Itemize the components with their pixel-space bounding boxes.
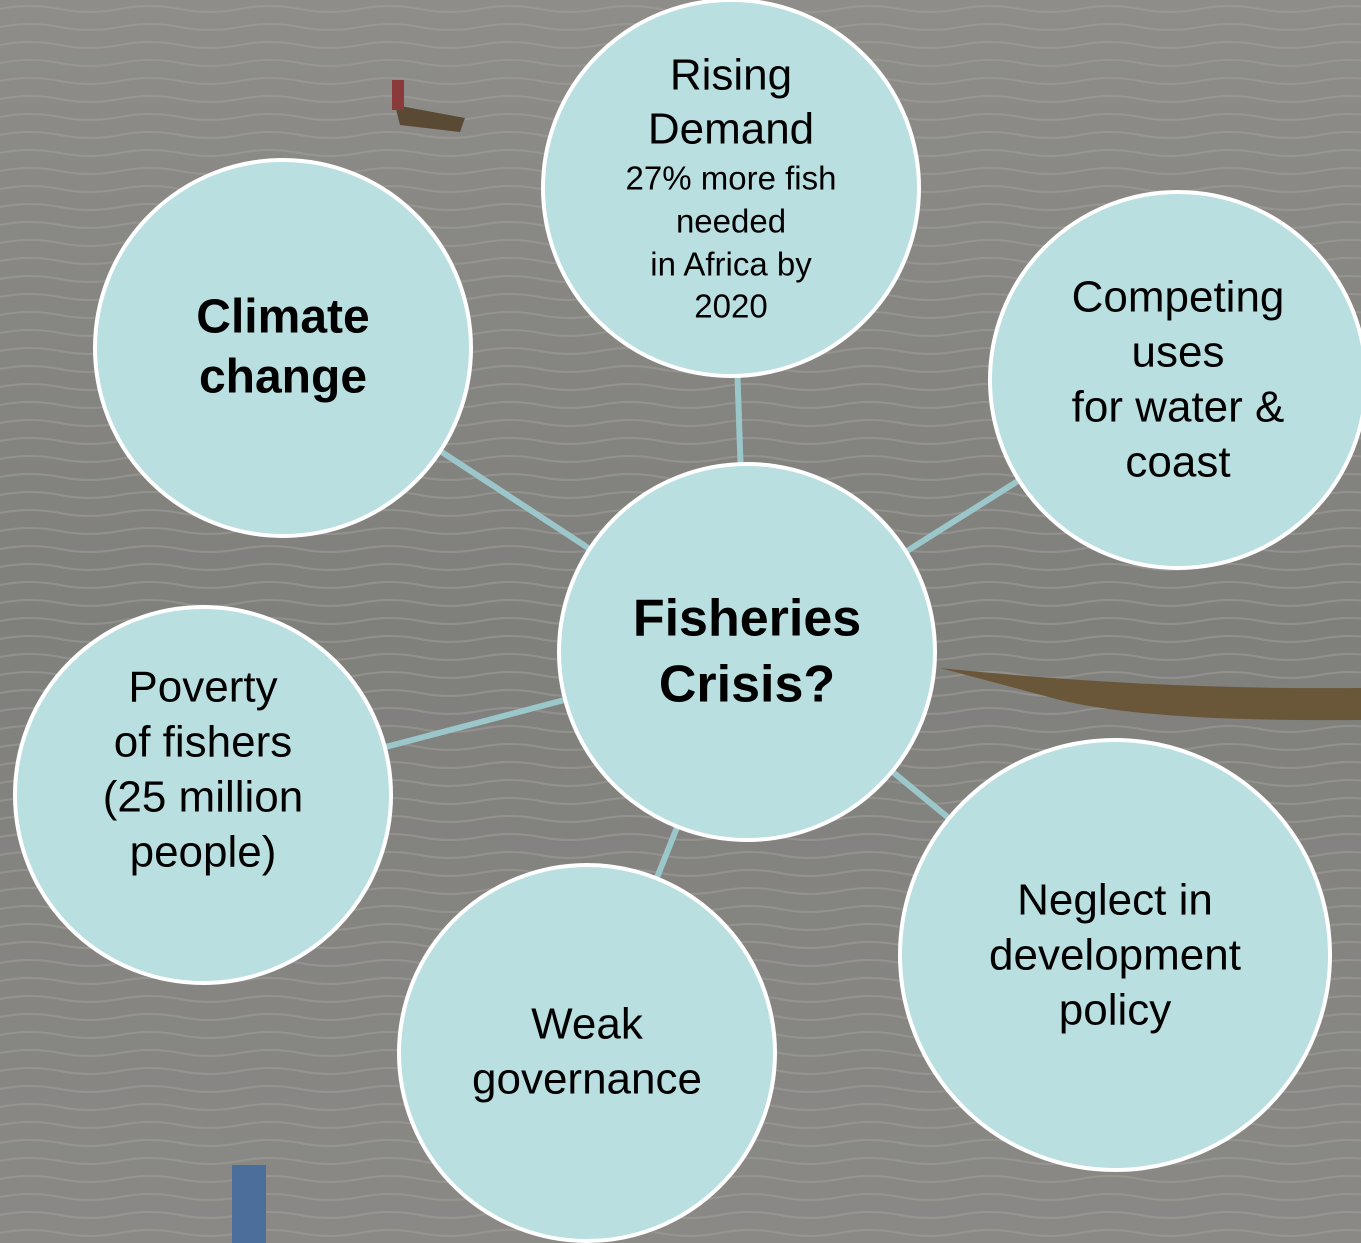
outer-node: Neglect in development policy (900, 740, 1330, 1170)
node-label: development (989, 931, 1241, 980)
node-label: Demand (648, 105, 814, 154)
center-node: Fisheries Crisis? (559, 464, 935, 840)
outer-node: Rising Demand 27% more fish needed in Africa… (543, 0, 919, 376)
node-label: Competing (1072, 273, 1285, 322)
node-label: Neglect in (1017, 876, 1213, 925)
node-label: Fisheries (633, 590, 861, 648)
circle (990, 192, 1361, 568)
node-label: change (199, 351, 367, 404)
node-label: Weak (531, 1000, 644, 1049)
circle (559, 464, 935, 840)
node-label: governance (472, 1055, 702, 1104)
node-label: Poverty (128, 663, 277, 712)
diagram: Rising Demand 27% more fish needed in Africa… (0, 0, 1361, 1243)
node-label: Climate (196, 291, 369, 344)
node-label: uses (1132, 328, 1225, 377)
node-label: of fishers (114, 718, 293, 767)
node-detail: in Africa by (650, 246, 812, 283)
node-label: Rising (670, 51, 792, 100)
fisher (232, 1165, 266, 1243)
node-label: Crisis? (659, 656, 835, 714)
node-detail: 2020 (694, 288, 767, 325)
node-label: people) (130, 828, 277, 877)
node-label: for water & (1072, 383, 1285, 432)
outer-node: Competing uses for water & coast (990, 192, 1361, 568)
node-label: policy (1059, 986, 1172, 1035)
node-label: (25 million (103, 773, 304, 822)
circle (399, 865, 775, 1241)
outer-node: Climate change (95, 160, 471, 536)
boatman (392, 80, 404, 110)
outer-node: Poverty of fishers (25 million people) (15, 607, 391, 983)
outer-node: Weak governance (399, 865, 775, 1241)
circle (95, 160, 471, 536)
node-detail: 27% more fish (626, 160, 837, 197)
node-label: coast (1125, 438, 1230, 487)
node-detail: needed (676, 203, 786, 240)
